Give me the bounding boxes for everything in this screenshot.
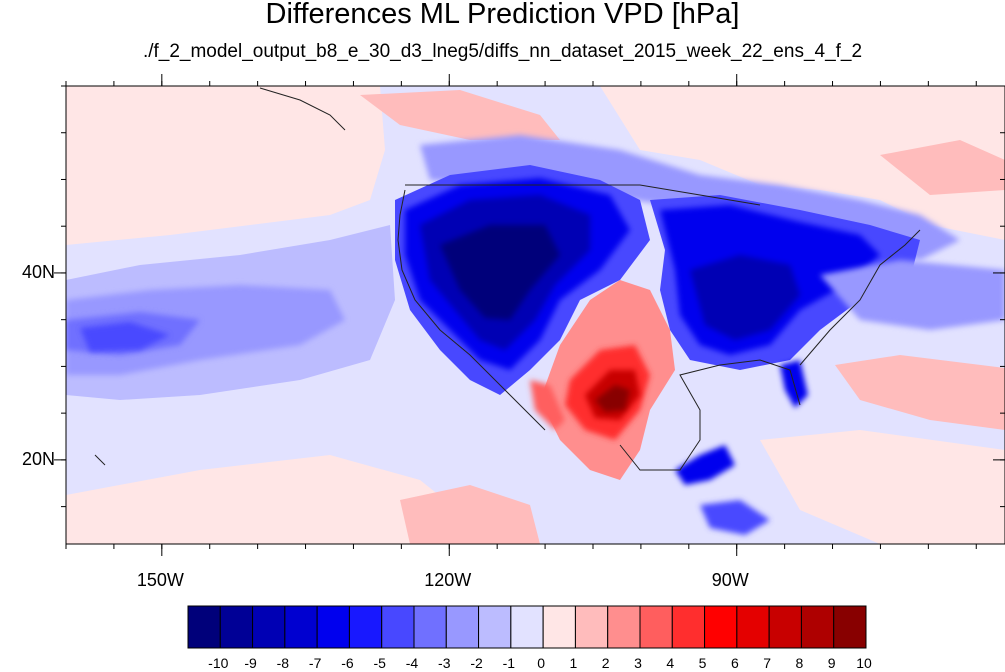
field-positive-pacific-north: [66, 86, 385, 245]
plot-title: Differences ML Prediction VPD [hPa]: [265, 0, 740, 30]
field-positive-baja: [530, 380, 565, 430]
colorbar-swatch: [445, 605, 480, 649]
colorbar-swatch: [704, 605, 738, 649]
field-positive-texas-core: [595, 385, 630, 412]
colorbar-swatch: [284, 605, 318, 649]
colorbar-swatch: [316, 605, 350, 649]
colorbar-label: -8: [276, 655, 290, 671]
coastline-layer: [94, 87, 921, 471]
colorbar-label: 6: [730, 655, 739, 671]
lon-tick-label: 120W: [424, 570, 472, 590]
colorbar-label: 10: [856, 655, 872, 671]
colorbar-swatch: [542, 605, 576, 649]
plot-subtitle: ./f_2_model_output_b8_e_30_d3_lneg5/diff…: [142, 41, 863, 62]
colorbar-label: -2: [470, 655, 483, 671]
field-negative-pacific-core: [80, 322, 170, 352]
field-positive-south-pacific: [400, 485, 540, 544]
colorbar-swatch: [413, 605, 447, 649]
field-negative-east-inner: [690, 255, 800, 340]
field-positive-atlantic: [835, 355, 1005, 430]
colorbar-label: -1: [502, 655, 516, 671]
lon-tick-label: 150W: [136, 570, 184, 590]
field-negative-atlantic-band: [820, 260, 1005, 330]
field-layer: [66, 86, 1005, 544]
colorbar-label: -6: [341, 655, 354, 671]
colorbar-swatch: [478, 605, 512, 649]
field-positive-east-pacific: [66, 455, 480, 544]
lat-tick-label: 20N: [22, 448, 56, 469]
colorbar-swatch: [800, 605, 835, 649]
colorbar-label: 2: [601, 655, 610, 671]
colorbar-label: 1: [569, 655, 578, 671]
field-negative-pacific-south: [700, 500, 770, 535]
axis-ticks: [54, 74, 1005, 556]
colorbar-label: -9: [244, 655, 257, 671]
colorbar-swatch: [219, 605, 254, 649]
colorbar-swatch: [510, 605, 544, 649]
coastline-west: [397, 189, 546, 431]
colorbar-label: 4: [666, 655, 675, 671]
colorbar-swatch: [252, 605, 286, 649]
colorbar-label: 0: [537, 655, 546, 671]
colorbar-swatch: [381, 605, 415, 649]
coastline-east: [799, 229, 921, 366]
field-positive-labrador: [880, 140, 1005, 195]
colorbar-label: 9: [827, 655, 836, 671]
colorbar-label: 5: [698, 655, 707, 671]
alaska-coast: [259, 87, 346, 131]
colorbar-swatch: [833, 605, 867, 649]
colorbar-label: -10: [208, 655, 229, 671]
colorbar-label: -7: [308, 655, 322, 671]
colorbar-swatch: [736, 605, 770, 649]
colorbar-label: 3: [634, 655, 642, 671]
field-positive-caribbean: [760, 430, 1005, 544]
field-negative-west-core: [440, 225, 560, 320]
colorbar-swatch: [671, 605, 706, 649]
colorbar-label: -4: [405, 655, 419, 671]
colorbar-label: 8: [795, 655, 804, 671]
colorbar-swatch: [639, 605, 673, 649]
lat-tick-label: 40N: [22, 261, 56, 282]
colorbar-swatch: [187, 605, 221, 649]
colorbar-label: -5: [373, 655, 386, 671]
field-positive-north-canada: [360, 90, 560, 140]
colorbar-swatch: [574, 605, 609, 649]
field-negative-pacific-mid: [66, 285, 345, 375]
map-frame: [65, 85, 1005, 545]
coastline-gulf: [619, 359, 801, 471]
us-canada-border: [405, 184, 761, 206]
colorbar-swatch: [768, 605, 802, 649]
colorbar-label: 7: [763, 655, 772, 671]
lon-tick-label: 90W: [711, 570, 749, 590]
colorbar-swatch: [348, 605, 383, 649]
field-negative-central-america: [675, 445, 735, 485]
hawaii-islands: [94, 454, 106, 466]
field-positive-northeast: [600, 86, 1005, 240]
colorbar-swatch: [607, 605, 641, 649]
colorbar-label: -3: [438, 655, 451, 671]
colorbar: [187, 605, 867, 649]
